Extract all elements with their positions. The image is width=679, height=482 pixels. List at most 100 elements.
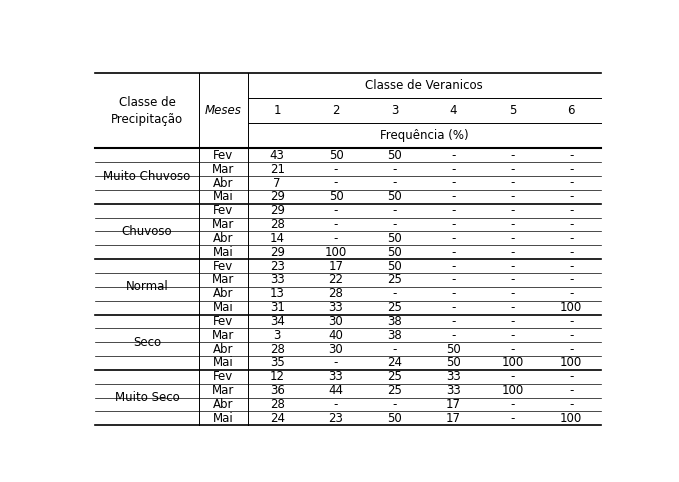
Text: 2: 2 (332, 104, 340, 117)
Text: 7: 7 (274, 176, 281, 189)
Text: -: - (569, 149, 573, 162)
Text: -: - (392, 287, 397, 300)
Text: -: - (569, 260, 573, 272)
Text: 33: 33 (329, 301, 344, 314)
Text: -: - (452, 162, 456, 175)
Text: 100: 100 (560, 301, 583, 314)
Text: 29: 29 (270, 190, 285, 203)
Text: -: - (510, 149, 515, 162)
Text: -: - (569, 384, 573, 397)
Text: 1: 1 (274, 104, 281, 117)
Text: 28: 28 (270, 343, 285, 356)
Text: -: - (569, 287, 573, 300)
Text: -: - (569, 398, 573, 411)
Text: Fev: Fev (213, 260, 234, 272)
Text: Fev: Fev (213, 370, 234, 383)
Text: 50: 50 (388, 412, 402, 425)
Text: -: - (510, 329, 515, 342)
Text: 28: 28 (270, 218, 285, 231)
Text: 30: 30 (329, 315, 344, 328)
Text: -: - (510, 370, 515, 383)
Text: 17: 17 (329, 260, 344, 272)
Text: 50: 50 (446, 357, 461, 370)
Text: -: - (569, 190, 573, 203)
Text: -: - (334, 357, 338, 370)
Text: -: - (452, 315, 456, 328)
Text: Abr: Abr (213, 343, 234, 356)
Text: Normal: Normal (126, 281, 168, 294)
Text: -: - (334, 176, 338, 189)
Text: 23: 23 (329, 412, 344, 425)
Text: -: - (510, 176, 515, 189)
Text: Muito Chuvoso: Muito Chuvoso (103, 170, 191, 183)
Text: Chuvoso: Chuvoso (122, 225, 172, 238)
Text: Mar: Mar (212, 329, 234, 342)
Text: 6: 6 (568, 104, 575, 117)
Text: -: - (569, 204, 573, 217)
Text: 14: 14 (270, 232, 285, 245)
Text: 35: 35 (270, 357, 285, 370)
Text: 100: 100 (325, 246, 347, 259)
Text: 5: 5 (509, 104, 516, 117)
Text: -: - (392, 176, 397, 189)
Text: -: - (452, 301, 456, 314)
Text: -: - (510, 412, 515, 425)
Text: 3: 3 (274, 329, 281, 342)
Text: -: - (392, 398, 397, 411)
Text: 25: 25 (387, 301, 402, 314)
Text: Seco: Seco (133, 335, 161, 348)
Text: Abr: Abr (213, 287, 234, 300)
Text: Mai: Mai (213, 412, 234, 425)
Text: Meses: Meses (205, 104, 242, 117)
Text: -: - (452, 190, 456, 203)
Text: -: - (569, 370, 573, 383)
Text: Fev: Fev (213, 204, 234, 217)
Text: 12: 12 (270, 370, 285, 383)
Text: -: - (569, 246, 573, 259)
Text: 24: 24 (387, 357, 402, 370)
Text: 50: 50 (329, 190, 344, 203)
Text: Abr: Abr (213, 398, 234, 411)
Text: 50: 50 (388, 260, 402, 272)
Text: 100: 100 (560, 412, 583, 425)
Text: 29: 29 (270, 246, 285, 259)
Text: -: - (569, 329, 573, 342)
Text: Mai: Mai (213, 190, 234, 203)
Text: -: - (334, 398, 338, 411)
Text: Mar: Mar (212, 162, 234, 175)
Text: 38: 38 (388, 315, 402, 328)
Text: 25: 25 (387, 273, 402, 286)
Text: -: - (510, 162, 515, 175)
Text: 28: 28 (270, 398, 285, 411)
Text: -: - (510, 246, 515, 259)
Text: 17: 17 (446, 398, 461, 411)
Text: -: - (334, 204, 338, 217)
Text: -: - (452, 329, 456, 342)
Text: 34: 34 (270, 315, 285, 328)
Text: -: - (569, 176, 573, 189)
Text: 30: 30 (329, 343, 344, 356)
Text: -: - (569, 273, 573, 286)
Text: Classe de Veranicos: Classe de Veranicos (365, 79, 483, 92)
Text: 50: 50 (388, 190, 402, 203)
Text: 31: 31 (270, 301, 285, 314)
Text: -: - (510, 343, 515, 356)
Text: 24: 24 (270, 412, 285, 425)
Text: -: - (392, 218, 397, 231)
Text: Mai: Mai (213, 301, 234, 314)
Text: -: - (452, 246, 456, 259)
Text: 100: 100 (501, 384, 524, 397)
Text: -: - (452, 176, 456, 189)
Text: Muito Seco: Muito Seco (115, 391, 179, 404)
Text: -: - (452, 287, 456, 300)
Text: -: - (392, 343, 397, 356)
Text: 29: 29 (270, 204, 285, 217)
Text: Mai: Mai (213, 246, 234, 259)
Text: -: - (510, 260, 515, 272)
Text: 33: 33 (446, 370, 461, 383)
Text: -: - (569, 343, 573, 356)
Text: 33: 33 (329, 370, 344, 383)
Text: 44: 44 (329, 384, 344, 397)
Text: -: - (510, 287, 515, 300)
Text: 17: 17 (446, 412, 461, 425)
